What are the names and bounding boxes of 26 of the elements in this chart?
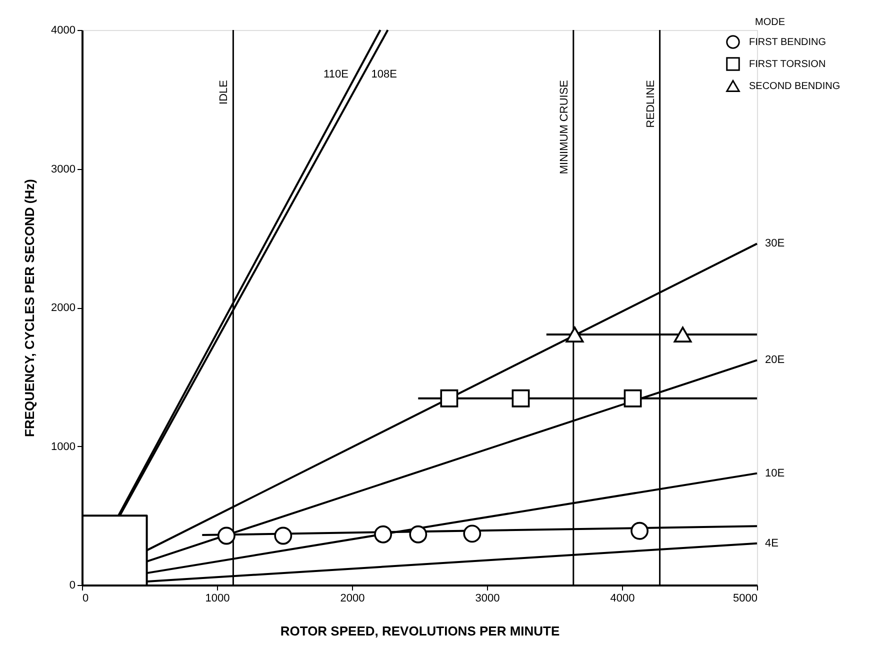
y-tick-label: 3000 (51, 163, 76, 176)
x-tick-label: 4000 (610, 592, 635, 604)
series-label: 20E (765, 354, 785, 366)
ref-line-label: MINIMUM CRUISE (558, 80, 570, 174)
x-tick-label: 5000 (733, 592, 758, 604)
legend-label: FIRST TORSION (749, 59, 826, 70)
legend-title: MODE (755, 17, 786, 28)
series-label: 4E (765, 537, 778, 550)
y-tick-label: 4000 (51, 24, 76, 36)
x-tick-label: 3000 (475, 592, 500, 604)
y-tick-label: 1000 (51, 440, 76, 453)
y-tick-label: 0 (69, 580, 76, 592)
legend-label: FIRST BENDING (749, 37, 826, 48)
legend-label: SECOND BENDING (749, 81, 840, 92)
series-label: 30E (765, 238, 785, 250)
x-tick-label: 0 (82, 592, 89, 604)
y-axis-title: FREQUENCY, CYCLES PER SECOND (Hz) (22, 179, 38, 437)
series-label: 108E (371, 68, 397, 80)
ref-line-label: REDLINE (644, 80, 657, 128)
x-tick-label: 2000 (340, 592, 365, 604)
series-label: 110E (324, 68, 348, 80)
x-tick-label: 1000 (205, 592, 230, 604)
x-axis-title: ROTOR SPEED, REVOLUTIONS PER MINUTE (280, 624, 560, 638)
y-tick-label: 2000 (51, 302, 76, 314)
series-label: 10E (765, 467, 785, 480)
ref-line-label: IDLE (218, 80, 230, 104)
